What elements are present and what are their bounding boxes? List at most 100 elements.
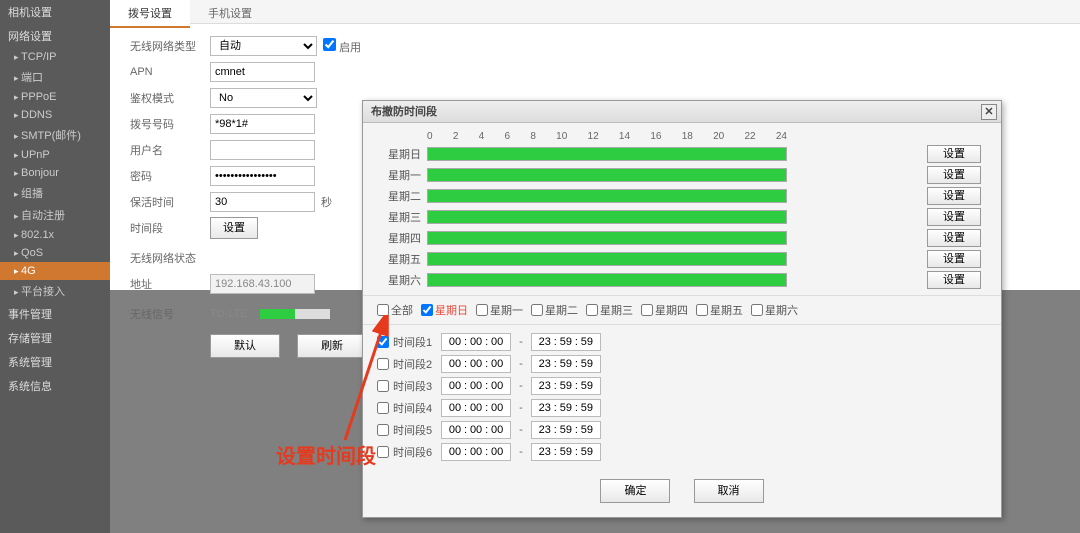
apn-label: APN	[130, 66, 210, 78]
schedule-bar	[427, 273, 787, 287]
period-checkbox[interactable]	[377, 380, 389, 392]
day-row: 星期一 设置	[377, 165, 987, 185]
apn-input[interactable]	[210, 62, 315, 82]
keep-input[interactable]	[210, 192, 315, 212]
day-row: 星期五 设置	[377, 249, 987, 269]
day-set-button[interactable]: 设置	[927, 229, 981, 247]
schedule-chart: 024681012141618202224 星期日设置星期一设置星期二设置星期三…	[363, 123, 1001, 295]
sidebar-item[interactable]: QoS	[0, 244, 110, 262]
time-input[interactable]: 00:00:00	[441, 333, 511, 351]
sidebar-item[interactable]: 4G	[0, 262, 110, 280]
day-row: 星期日 设置	[377, 144, 987, 164]
period-checkbox[interactable]	[377, 402, 389, 414]
schedule-bar	[427, 231, 787, 245]
sidebar: 相机设置网络设置TCP/IP端口PPPoEDDNSSMTP(邮件)UPnPBon…	[0, 0, 110, 533]
sidebar-item[interactable]: PPPoE	[0, 88, 110, 106]
pwd-input[interactable]	[210, 166, 315, 186]
period-label: 时间段	[130, 220, 210, 236]
sidebar-item[interactable]: 平台接入	[0, 280, 110, 302]
dial-input[interactable]	[210, 114, 315, 134]
signal-bar	[260, 309, 330, 319]
day-set-button[interactable]: 设置	[927, 208, 981, 226]
time-axis: 024681012141618202224	[427, 131, 787, 142]
period-checkbox[interactable]	[377, 446, 389, 458]
sidebar-item[interactable]: 组播	[0, 182, 110, 204]
day-label: 星期日	[377, 146, 427, 162]
day-set-button[interactable]: 设置	[927, 187, 981, 205]
tab[interactable]: 手机设置	[190, 0, 270, 26]
time-input[interactable]: 00:00:00	[441, 399, 511, 417]
time-input[interactable]: 23:59:59	[531, 333, 601, 351]
period-checkbox[interactable]	[377, 358, 389, 370]
all-days-checkbox[interactable]	[377, 304, 389, 316]
close-icon[interactable]: ✕	[981, 104, 997, 120]
time-input[interactable]: 23:59:59	[531, 377, 601, 395]
time-input[interactable]: 23:59:59	[531, 443, 601, 461]
sidebar-item[interactable]: DDNS	[0, 106, 110, 124]
period-label: 时间段3	[393, 378, 437, 394]
user-label: 用户名	[130, 142, 210, 158]
sidebar-section[interactable]: 系统管理	[0, 350, 110, 374]
period-checkbox[interactable]	[377, 424, 389, 436]
period-row: 时间段500:00:00-23:59:59	[377, 419, 987, 441]
day-checkbox[interactable]	[751, 304, 763, 316]
time-input[interactable]: 00:00:00	[441, 443, 511, 461]
day-checkbox[interactable]	[696, 304, 708, 316]
net-type-select[interactable]: 自动	[210, 36, 317, 56]
day-checkbox[interactable]	[531, 304, 543, 316]
sidebar-section[interactable]: 事件管理	[0, 302, 110, 326]
period-row: 时间段100:00:00-23:59:59	[377, 331, 987, 353]
sidebar-item[interactable]: SMTP(邮件)	[0, 124, 110, 146]
time-input[interactable]: 00:00:00	[441, 421, 511, 439]
sidebar-section[interactable]: 网络设置	[0, 24, 110, 48]
day-set-button[interactable]: 设置	[927, 145, 981, 163]
day-set-button[interactable]: 设置	[927, 250, 981, 268]
enable-checkbox[interactable]	[323, 38, 336, 51]
day-set-button[interactable]: 设置	[927, 166, 981, 184]
cancel-button[interactable]: 取消	[694, 479, 764, 503]
sidebar-item[interactable]: TCP/IP	[0, 48, 110, 66]
auth-select[interactable]: No	[210, 88, 317, 108]
day-row: 星期三 设置	[377, 207, 987, 227]
time-input[interactable]: 00:00:00	[441, 377, 511, 395]
annotation-text: 设置时间段	[276, 440, 376, 469]
day-label: 星期五	[377, 251, 427, 267]
schedule-dialog: 布撤防时间段✕ 024681012141618202224 星期日设置星期一设置…	[362, 100, 1002, 518]
time-input[interactable]: 23:59:59	[531, 421, 601, 439]
time-input[interactable]: 23:59:59	[531, 399, 601, 417]
refresh-button[interactable]: 刷新	[297, 334, 367, 358]
period-row: 时间段600:00:00-23:59:59	[377, 441, 987, 463]
day-checkboxes: 全部 星期日 星期一 星期二 星期三 星期四 星期五 星期六	[363, 295, 1001, 325]
period-label: 时间段5	[393, 422, 437, 438]
sidebar-section[interactable]: 系统信息	[0, 374, 110, 398]
day-set-button[interactable]: 设置	[927, 271, 981, 289]
schedule-bar	[427, 147, 787, 161]
default-button[interactable]: 默认	[210, 334, 280, 358]
period-set-button[interactable]: 设置	[210, 217, 258, 239]
sidebar-item[interactable]: Bonjour	[0, 164, 110, 182]
day-checkbox[interactable]	[476, 304, 488, 316]
enable-label: 启用	[339, 42, 361, 54]
day-checkbox[interactable]	[586, 304, 598, 316]
sidebar-item[interactable]: 802.1x	[0, 226, 110, 244]
keep-unit: 秒	[321, 194, 332, 210]
day-checkbox[interactable]	[641, 304, 653, 316]
sidebar-item[interactable]: 端口	[0, 66, 110, 88]
period-checkbox[interactable]	[377, 336, 389, 348]
ok-button[interactable]: 确定	[600, 479, 670, 503]
period-label: 时间段4	[393, 400, 437, 416]
tab[interactable]: 拨号设置	[110, 0, 190, 28]
user-input[interactable]	[210, 140, 315, 160]
day-checkbox[interactable]	[421, 304, 433, 316]
period-label: 时间段2	[393, 356, 437, 372]
sidebar-item[interactable]: UPnP	[0, 146, 110, 164]
time-input[interactable]: 23:59:59	[531, 355, 601, 373]
period-row: 时间段300:00:00-23:59:59	[377, 375, 987, 397]
sidebar-section[interactable]: 相机设置	[0, 0, 110, 24]
day-label: 星期一	[377, 167, 427, 183]
time-input[interactable]: 00:00:00	[441, 355, 511, 373]
signal-value: TD-LTE	[210, 308, 248, 320]
sidebar-section[interactable]: 存储管理	[0, 326, 110, 350]
sidebar-item[interactable]: 自动注册	[0, 204, 110, 226]
day-label: 星期三	[377, 209, 427, 225]
